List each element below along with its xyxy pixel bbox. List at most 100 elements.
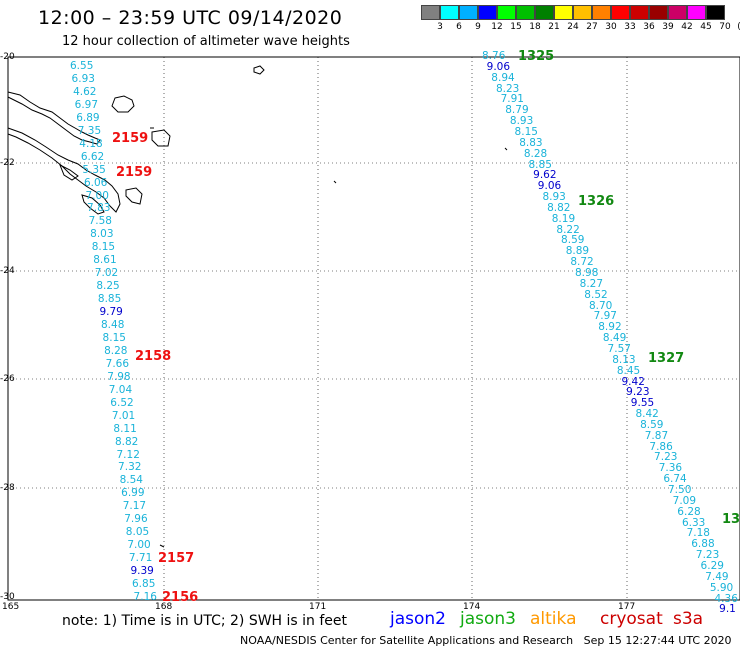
colorbar-swatch bbox=[478, 5, 497, 20]
wave-height-value: 8.42 bbox=[635, 408, 659, 421]
colorbar-label: 27 bbox=[586, 22, 598, 32]
wave-height-value: 8.98 bbox=[575, 267, 599, 279]
wave-height-value: 6.74 bbox=[663, 473, 687, 486]
colorbar-label: 21 bbox=[548, 22, 560, 32]
wave-height-value: 7.04 bbox=[108, 383, 133, 396]
wave-height-value: 8.79 bbox=[505, 104, 529, 117]
wave-height-value: 8.54 bbox=[119, 474, 143, 487]
colorbar-swatch bbox=[459, 5, 478, 20]
wave-height-value: 7.50 bbox=[668, 484, 692, 496]
wave-height-value: 5.35 bbox=[82, 163, 106, 176]
lat-label: -26 bbox=[0, 374, 15, 384]
wave-height-value: 8.15 bbox=[102, 331, 126, 344]
wave-height-value: 7.87 bbox=[644, 429, 669, 442]
wave-height-value: 8.59 bbox=[561, 234, 585, 247]
colorbar-swatch bbox=[440, 5, 459, 20]
credit-org: NOAA/NESDIS Center for Satellite Applica… bbox=[240, 634, 574, 647]
wave-height-value: 8.52 bbox=[584, 288, 608, 301]
wave-height-value: 8.23 bbox=[495, 82, 520, 95]
wave-height-value: 8.85 bbox=[97, 293, 122, 306]
colorbar-label: 42 bbox=[681, 22, 693, 32]
colorbar-label: 18 bbox=[529, 22, 541, 32]
wave-height-value: 8.82 bbox=[547, 201, 571, 214]
wave-height-value: 8.05 bbox=[125, 526, 150, 539]
time-label: 2159 bbox=[116, 165, 153, 180]
colorbar-swatch bbox=[535, 5, 554, 20]
time-label: 2157 bbox=[158, 551, 195, 566]
wave-height-value: 7.83 bbox=[87, 202, 111, 215]
colorbar-swatch bbox=[649, 5, 668, 20]
wave-height-value: 8.25 bbox=[96, 280, 120, 293]
wave-height-value: 8.61 bbox=[93, 254, 117, 267]
wave-height-value: 7.09 bbox=[672, 494, 697, 507]
wave-height-value: 8.89 bbox=[565, 245, 590, 258]
timestamp: Sep 15 12:27:44 UTC 2020 bbox=[583, 634, 732, 647]
wave-height-value: 8.83 bbox=[519, 136, 543, 149]
lat-label: -28 bbox=[0, 483, 15, 493]
colorbar-label: (ft) bbox=[737, 22, 740, 32]
note-text: note: 1) Time is in UTC; 2) SWH is in fe… bbox=[62, 613, 348, 629]
wave-height-value: 6.99 bbox=[121, 487, 145, 500]
wave-height-value: 8.15 bbox=[91, 241, 116, 254]
wave-height-value: 8.13 bbox=[612, 353, 636, 366]
wave-height-value: 7.00 bbox=[85, 189, 109, 202]
colorbar-label: 33 bbox=[624, 22, 636, 32]
colorbar-label: 6 bbox=[456, 22, 462, 32]
colorbar-label: 12 bbox=[491, 22, 503, 32]
colorbar-label: 39 bbox=[662, 22, 674, 32]
wave-height-value: 8.82 bbox=[114, 435, 139, 448]
wave-height-value: 8.93 bbox=[509, 115, 534, 128]
wave-height-value: 8.72 bbox=[570, 256, 594, 269]
wave-height-value: 7.23 bbox=[654, 451, 678, 464]
wave-height-value: 9.79 bbox=[99, 306, 123, 319]
wave-height-value: 8.85 bbox=[528, 158, 552, 171]
wave-height-value: 7.32 bbox=[118, 461, 142, 474]
lon-label: 171 bbox=[309, 602, 327, 612]
colorbar-swatch bbox=[573, 5, 592, 20]
lat-label: -20 bbox=[0, 52, 15, 62]
wave-height-value: 8.11 bbox=[113, 422, 137, 435]
wave-height-value: 8.59 bbox=[640, 418, 664, 431]
wave-height-value: 4.36 bbox=[714, 592, 738, 605]
wave-height-value: 8.76 bbox=[482, 50, 506, 62]
lat-lon-grid bbox=[8, 57, 740, 600]
wave-height-value: 7.18 bbox=[686, 527, 710, 540]
colorbar-label: 3 bbox=[437, 22, 443, 32]
wave-height-value: 6.52 bbox=[110, 396, 134, 409]
wave-height-value: 6.55 bbox=[70, 60, 94, 72]
colorbar-label: 15 bbox=[510, 22, 522, 32]
wave-height-value: 4.18 bbox=[79, 137, 103, 150]
colorbar-swatch bbox=[630, 5, 649, 20]
legend-jason2: jason2 bbox=[390, 609, 446, 629]
colorbar-swatch bbox=[554, 5, 573, 20]
time-label: 1325 bbox=[518, 49, 555, 64]
wave-height-value: 8.48 bbox=[101, 319, 125, 331]
wave-height-value: 7.00 bbox=[127, 539, 151, 552]
colorbar-swatch bbox=[668, 5, 687, 20]
wave-height-value: 9.42 bbox=[621, 375, 645, 388]
wave-height-value: 6.06 bbox=[83, 176, 108, 189]
wave-height-value: 9.39 bbox=[130, 565, 154, 578]
wave-height-value: 7.57 bbox=[607, 342, 631, 355]
wave-height-value: 8.93 bbox=[542, 191, 566, 204]
map-frame bbox=[7, 56, 740, 601]
colorbar-swatch bbox=[592, 5, 611, 20]
time-label: 2159 bbox=[112, 131, 149, 146]
lon-label: 177 bbox=[618, 602, 636, 612]
wave-height-value: 8.94 bbox=[491, 71, 515, 84]
wave-height-value: 7.66 bbox=[105, 357, 130, 370]
wave-height-value: 7.12 bbox=[116, 448, 140, 461]
wave-height-value: 7.97 bbox=[593, 310, 617, 323]
page-title: 12:00 – 23:59 UTC 09/14/2020 bbox=[38, 7, 343, 29]
colorbar-label: 36 bbox=[643, 22, 655, 32]
wave-height-value: 6.88 bbox=[691, 538, 715, 551]
wave-height-value: 7.01 bbox=[111, 409, 136, 422]
lat-label: -22 bbox=[0, 158, 15, 168]
colorbar-swatch bbox=[687, 5, 706, 20]
colorbar-label: 24 bbox=[567, 22, 579, 32]
wave-height-value: 8.70 bbox=[588, 299, 613, 312]
colorbar-swatch bbox=[516, 5, 535, 20]
wave-height-value: 6.29 bbox=[700, 559, 724, 572]
